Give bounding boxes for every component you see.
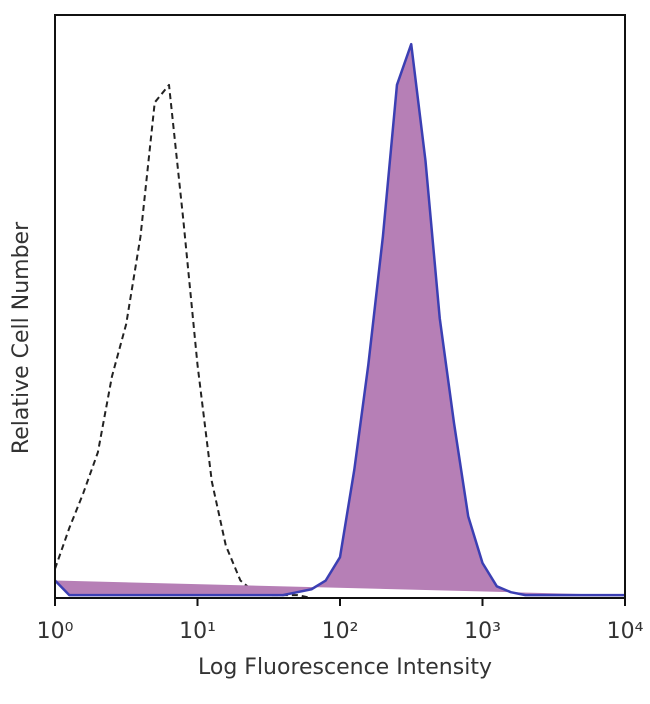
y-axis-label: Relative Cell Number: [9, 221, 34, 454]
x-axis-label: Log Fluorescence Intensity: [198, 655, 492, 680]
x-tick-label: 10³: [464, 619, 501, 644]
histogram-line: [54, 83, 625, 599]
x-tick-label: 10⁰: [37, 619, 74, 644]
x-tick-label: 10²: [322, 619, 359, 644]
plot-frame: [54, 14, 626, 599]
x-tick-label: 10⁴: [607, 619, 644, 644]
x-tick-label: 10¹: [179, 619, 216, 644]
histogram-line: [54, 42, 625, 597]
